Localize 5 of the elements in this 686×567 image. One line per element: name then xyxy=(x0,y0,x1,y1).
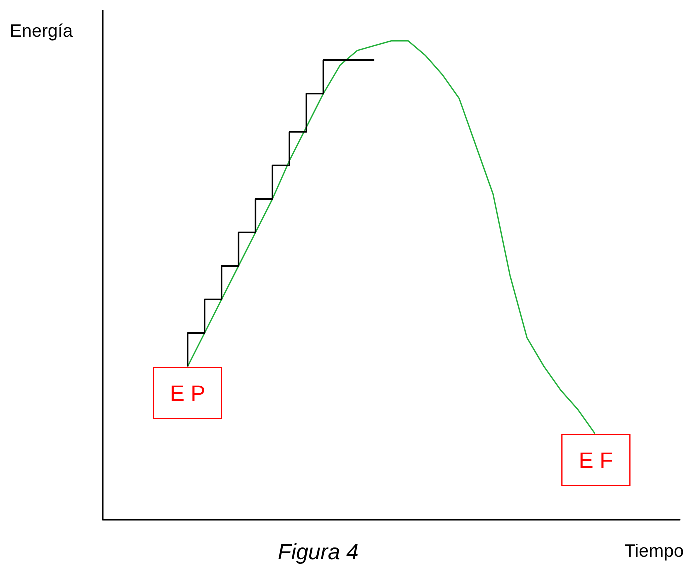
annotation: E P xyxy=(170,380,206,406)
text: Figura 4 xyxy=(278,540,359,564)
y-axis-title: Energía xyxy=(10,21,74,41)
annotation: E F xyxy=(579,448,614,473)
x-axis-title: Tiempo xyxy=(624,541,684,561)
